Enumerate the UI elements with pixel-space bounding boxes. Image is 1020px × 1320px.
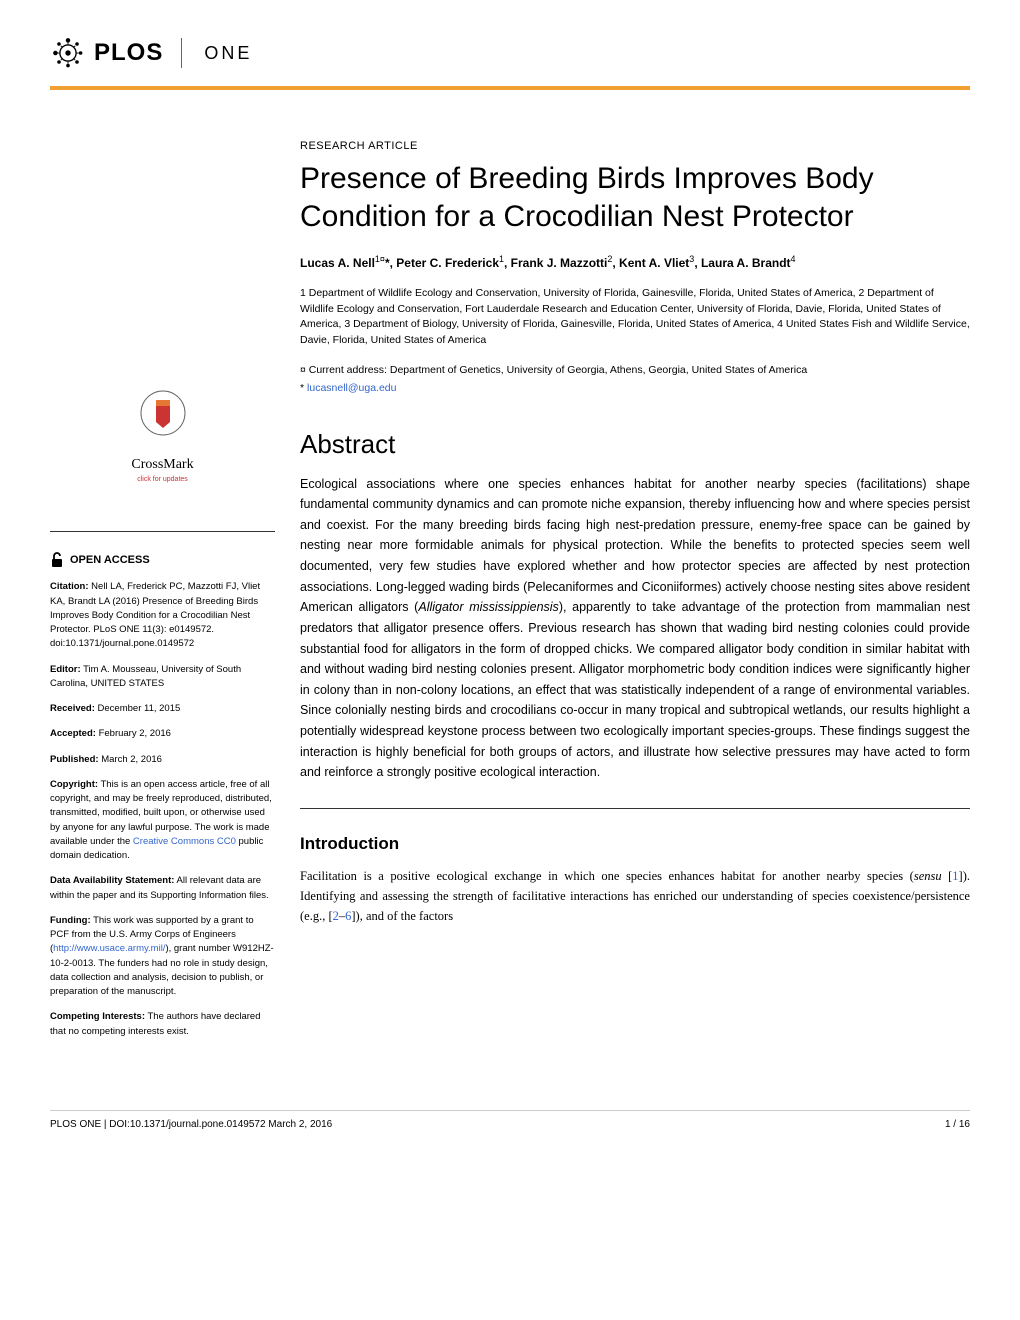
published-label: Published: — [50, 754, 99, 765]
funding-label: Funding: — [50, 915, 91, 926]
current-address: ¤ Current address: Department of Genetic… — [300, 363, 970, 379]
page-header: PLOS ONE — [50, 35, 970, 90]
open-access-badge: OPEN ACCESS — [50, 552, 275, 569]
introduction-text: Facilitation is a positive ecological ex… — [300, 866, 970, 926]
published-block: Published: March 2, 2016 — [50, 753, 275, 767]
copyright-block: Copyright: This is an open access articl… — [50, 778, 275, 864]
main-content: RESEARCH ARTICLE Presence of Breeding Bi… — [300, 140, 970, 1050]
received-block: Received: December 11, 2015 — [50, 702, 275, 716]
published-text: March 2, 2016 — [99, 754, 162, 765]
sidebar-divider — [50, 531, 275, 532]
crossmark-label: CrossMark — [50, 454, 275, 475]
abstract-heading: Abstract — [300, 429, 970, 460]
content-wrapper: CrossMark click for updates OPEN ACCESS … — [50, 140, 970, 1050]
page-footer: PLOS ONE | DOI:10.1371/journal.pone.0149… — [50, 1110, 970, 1130]
copyright-label: Copyright: — [50, 779, 98, 790]
editor-label: Editor: — [50, 664, 81, 675]
data-availability-block: Data Availability Statement: All relevan… — [50, 874, 275, 903]
crossmark-badge[interactable]: CrossMark click for updates — [50, 390, 275, 486]
funding-link[interactable]: http://www.usace.army.mil/ — [53, 943, 165, 954]
accepted-block: Accepted: February 2, 2016 — [50, 727, 275, 741]
article-type: RESEARCH ARTICLE — [300, 140, 970, 152]
accepted-label: Accepted: — [50, 728, 96, 739]
editor-block: Editor: Tim A. Mousseau, University of S… — [50, 663, 275, 692]
received-text: December 11, 2015 — [95, 703, 180, 714]
competing-interests-block: Competing Interests: The authors have de… — [50, 1010, 275, 1039]
crossmark-sublabel: click for updates — [50, 475, 275, 486]
footer-left: PLOS ONE | DOI:10.1371/journal.pone.0149… — [50, 1119, 332, 1130]
footer-right: 1 / 16 — [945, 1119, 970, 1130]
logo-divider — [181, 38, 182, 68]
competing-label: Competing Interests: — [50, 1011, 145, 1022]
email-prefix: * — [300, 382, 307, 394]
plos-icon — [50, 35, 86, 71]
citation-label: Citation: — [50, 581, 89, 592]
abstract-text: Ecological associations where one specie… — [300, 474, 970, 783]
sidebar: CrossMark click for updates OPEN ACCESS … — [50, 140, 275, 1050]
cc0-link[interactable]: Creative Commons CC0 — [133, 836, 236, 847]
plos-logo: PLOS ONE — [50, 35, 252, 71]
received-label: Received: — [50, 703, 95, 714]
lock-open-icon — [50, 552, 64, 568]
corresponding-email: * lucasnell@uga.edu — [300, 382, 970, 394]
authors-line: Lucas A. Nell1¤*, Peter C. Frederick1, F… — [300, 253, 970, 272]
plos-text: PLOS — [94, 39, 163, 67]
intro-p5: ]), and of the factors — [351, 909, 453, 923]
section-divider — [300, 808, 970, 809]
plos-one-text: ONE — [204, 43, 252, 64]
accepted-text: February 2, 2016 — [96, 728, 171, 739]
data-label: Data Availability Statement: — [50, 875, 174, 886]
intro-p3: [ — [942, 869, 953, 883]
open-access-text: OPEN ACCESS — [70, 552, 150, 569]
citation-block: Citation: Nell LA, Frederick PC, Mazzott… — [50, 580, 275, 651]
email-link[interactable]: lucasnell@uga.edu — [307, 382, 396, 394]
intro-sensu: sensu — [914, 869, 942, 883]
introduction-heading: Introduction — [300, 834, 970, 854]
affiliations: 1 Department of Wildlife Ecology and Con… — [300, 286, 970, 349]
funding-block: Funding: This work was supported by a gr… — [50, 914, 275, 1000]
intro-p1: Facilitation is a positive ecological ex… — [300, 869, 914, 883]
article-title: Presence of Breeding Birds Improves Body… — [300, 160, 970, 235]
